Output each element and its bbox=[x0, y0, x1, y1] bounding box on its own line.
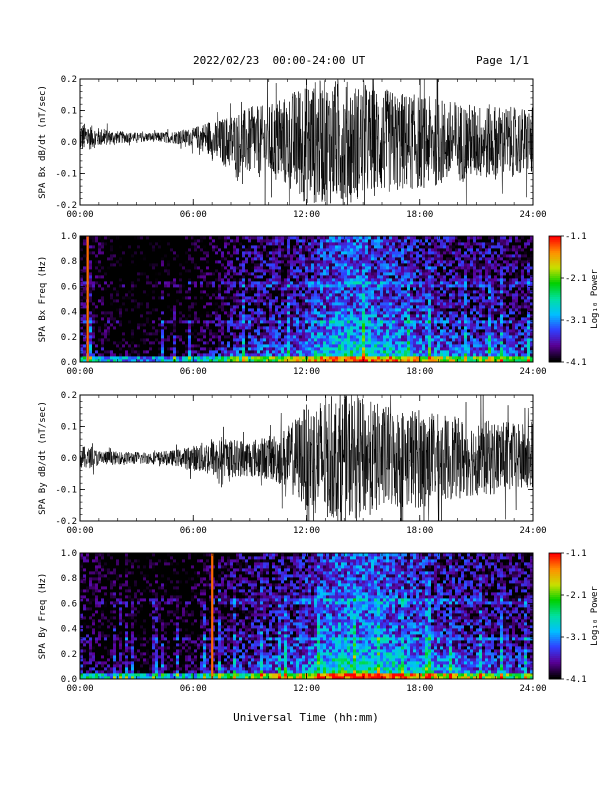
colorbar-4: -1.1 -2.1 -3.1 -4.1 Log₁₀ Power bbox=[548, 549, 600, 685]
y-tick-label: -0.1 bbox=[55, 170, 77, 180]
y-tick-label: 0.1 bbox=[61, 107, 77, 117]
x-tick-label: 06:00 bbox=[180, 367, 207, 377]
x-tick-label: 12:00 bbox=[293, 210, 320, 220]
y-tick-label: 0.6 bbox=[61, 599, 77, 609]
x-tick-label: 00:00 bbox=[66, 367, 93, 377]
y-axis-label: SPA Bx Freq (Hz) bbox=[38, 256, 48, 343]
spectrogram-4 bbox=[80, 553, 534, 680]
colorbar-label: Log₁₀ Power bbox=[590, 586, 600, 646]
y-tick-label: -0.2 bbox=[55, 517, 77, 527]
page-number: Page 1/1 bbox=[476, 54, 529, 67]
y-tick-label: 1.0 bbox=[61, 232, 77, 242]
x-tick-label: 18:00 bbox=[406, 684, 433, 694]
x-tick-label: 12:00 bbox=[293, 367, 320, 377]
spectrogram-2 bbox=[80, 236, 534, 363]
y-tick-label: 0.0 bbox=[61, 358, 77, 368]
panel-4: -1.1 -2.1 -3.1 -4.1 Log₁₀ Power 0.0 0.2 0.4 0.6 0… bbox=[38, 549, 600, 694]
x-tick-label: 18:00 bbox=[406, 210, 433, 220]
x-tick-label: 12:00 bbox=[293, 526, 320, 536]
y-axis-label: SPA By Freq (Hz) bbox=[38, 573, 48, 660]
colorbar-tick-label: -1.1 bbox=[565, 232, 587, 242]
x-tick-label: 06:00 bbox=[180, 684, 207, 694]
colorbar-tick-label: -2.1 bbox=[565, 274, 587, 284]
colorbar-label: Log₁₀ Power bbox=[590, 269, 600, 329]
x-tick-label: 12:00 bbox=[293, 684, 320, 694]
y-tick-label: 0.0 bbox=[61, 138, 77, 148]
x-tick-label: 24:00 bbox=[519, 210, 546, 220]
x-tick-label: 00:00 bbox=[66, 684, 93, 694]
x-tick-label: 00:00 bbox=[66, 526, 93, 536]
y-tick-label: -0.1 bbox=[55, 486, 77, 496]
y-tick-label: 0.6 bbox=[61, 282, 77, 292]
y-tick-label: 0.2 bbox=[61, 650, 77, 660]
y-tick-label: 0.2 bbox=[61, 333, 77, 343]
x-tick-label: 00:00 bbox=[66, 210, 93, 220]
y-tick-label: 0.0 bbox=[61, 675, 77, 685]
x-tick-label: 18:00 bbox=[406, 526, 433, 536]
y-tick-label: 0.4 bbox=[61, 308, 77, 318]
y-tick-label: 0.8 bbox=[61, 257, 77, 267]
x-tick-label: 06:00 bbox=[180, 210, 207, 220]
x-axis-label: Universal Time (hh:mm) bbox=[233, 711, 379, 724]
x-tick-label: 18:00 bbox=[406, 367, 433, 377]
spike-line-4-1 bbox=[211, 553, 214, 679]
y-tick-label: -0.2 bbox=[55, 201, 77, 211]
y-tick-label: 0.2 bbox=[61, 75, 77, 85]
y-tick-label: 1.0 bbox=[61, 549, 77, 559]
panel-2: -1.1 -2.1 -3.1 -4.1 Log₁₀ Power 0.0 0.2 0.4 0.6 0… bbox=[38, 232, 600, 377]
x-tick-label: 24:00 bbox=[519, 684, 546, 694]
colorbar-2: -1.1 -2.1 -3.1 -4.1 Log₁₀ Power bbox=[548, 232, 600, 368]
x-tick-label: 24:00 bbox=[519, 367, 546, 377]
y-tick-label: 0.4 bbox=[61, 625, 77, 635]
x-tick-label: 06:00 bbox=[180, 526, 207, 536]
y-tick-label: 0.1 bbox=[61, 423, 77, 433]
y-tick-label: 0.0 bbox=[61, 454, 77, 464]
plot-title: 2022/02/23 00:00-24:00 UT bbox=[193, 54, 366, 67]
panel-1: -0.2 -0.1 0.0 0.1 0.2 00:00 06:00 12:00 18:00 24:… bbox=[38, 75, 547, 220]
y-axis-label: SPA Bx dB/dt (nT/sec) bbox=[38, 85, 48, 199]
x-tick-label: 24:00 bbox=[519, 526, 546, 536]
colorbar-tick-label: -2.1 bbox=[565, 591, 587, 601]
spike-line-2-1 bbox=[86, 236, 89, 362]
y-axis-label: SPA By dB/dt (nT/sec) bbox=[38, 401, 48, 515]
colorbar-tick-label: -1.1 bbox=[565, 549, 587, 559]
colorbar-tick-label: -3.1 bbox=[565, 316, 587, 326]
colorbar-tick-label: -3.1 bbox=[565, 633, 587, 643]
y-tick-label: 0.2 bbox=[61, 391, 77, 401]
panel-3: -0.2 -0.1 0.0 0.1 0.2 00:00 06:00 12:00 18:00 24:… bbox=[38, 391, 547, 536]
waveform-3 bbox=[79, 394, 534, 522]
colorbar-tick-label: -4.1 bbox=[565, 358, 587, 368]
colorbar-tick-label: -4.1 bbox=[565, 675, 587, 685]
waveform-1 bbox=[79, 78, 534, 206]
y-tick-label: 0.8 bbox=[61, 574, 77, 584]
